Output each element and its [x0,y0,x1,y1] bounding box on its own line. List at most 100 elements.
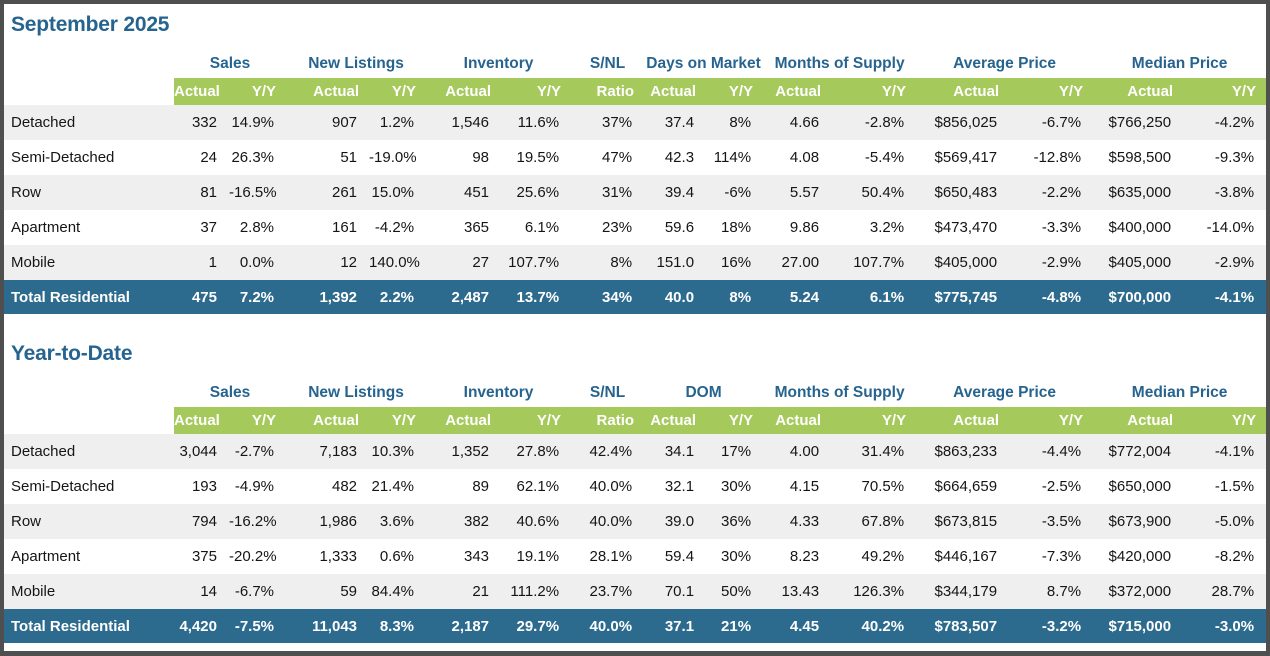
data-cell: 126.3% [853,583,905,600]
data-cell: $766,250 [1108,114,1172,131]
data-cell: 39.4 [664,184,695,201]
data-cell: 36% [721,513,752,530]
total-data-cell: 2,487 [451,288,490,306]
data-cell: 482 [331,478,358,495]
data-cell: 24 [200,149,217,166]
data-cell: 365 [464,219,490,236]
data-cell: 3.2% [869,219,905,236]
subheader-cell: Ratio [571,78,645,105]
monthly-stats-table: Sales New Listings Inventory S/NL Days on Ma… [4,49,1266,314]
data-cell: 89 [472,478,490,495]
subheader-cell: Ratio [571,407,645,434]
total-data-cell: 4.45 [789,617,820,635]
data-cell: 27 [472,254,490,271]
data-cell: -4.9% [234,478,275,495]
subheader-cell: Y/Y [1009,407,1094,434]
data-cell: $673,900 [1108,513,1172,530]
data-cell: 37% [602,114,633,131]
data-cell: 111.2% [510,583,560,600]
data-cell: -2.2% [1041,184,1082,201]
data-cell: 8.23 [789,548,820,565]
column-group-header: Median Price [1093,49,1266,78]
subheader-cell: Actual [426,78,502,105]
data-cell: 26.3% [231,149,275,166]
data-cell: -2.8% [864,114,905,131]
data-cell: $863,233 [934,443,998,460]
data-cell: -2.9% [1041,254,1082,271]
table-row: Mobile 14 -6.7% 59 84.4% 21 111.2% 23.7% 70.1 50%… [4,574,1266,609]
row-label: Apartment [11,219,81,236]
data-cell: $405,000 [934,254,998,271]
data-cell: 794 [191,513,217,530]
total-data-cell: 34% [602,288,633,306]
data-cell: 23% [602,219,633,236]
data-cell: 40.6% [516,513,560,530]
data-cell: 49.2% [861,548,905,565]
table-row: Apartment 375 -20.2% 1,333 0.6% 343 19.1% 28.1%… [4,539,1266,574]
data-cell: $598,500 [1108,149,1172,166]
data-cell: $772,004 [1108,443,1172,460]
data-cell: 1.2% [379,114,415,131]
data-cell: -16.2% [229,513,277,530]
data-cell: 4.66 [789,114,820,131]
subheader-cell: Actual [763,78,832,105]
data-cell: 30% [721,548,752,565]
subheader-cell: Y/Y [706,407,764,434]
column-group-header: New Listings [286,49,427,78]
data-cell: 107.7% [853,254,905,271]
subheader-cell: Actual [644,78,707,105]
total-data-cell: 40.2% [861,617,905,635]
row-label: Apartment [11,548,81,565]
subheader-cell: Y/Y [369,407,427,434]
total-data-cell: -4.8% [1041,288,1082,306]
data-cell: 0.0% [239,254,275,271]
monthly-section: September 2025 Sales New Listings Inventor… [4,12,1266,314]
subheader-cell: Actual [644,407,707,434]
data-cell: 16% [721,254,752,271]
column-group-header: Inventory [426,378,572,407]
data-cell: 7,183 [319,443,358,460]
data-cell: 4.08 [789,149,820,166]
data-cell: -3.5% [1041,513,1082,530]
subheader-cell: Actual [1093,78,1184,105]
data-cell: 27.8% [516,443,560,460]
subheader-cell: Actual [286,78,370,105]
row-label-column-spacer [4,49,174,78]
column-group-header: S/NL [571,49,645,78]
data-cell: -4.2% [374,219,415,236]
table-row: Semi-Detached 193 -4.9% 482 21.4% 89 62.1% 40.0… [4,469,1266,504]
total-data-cell: 1,392 [319,288,358,306]
table-row: Detached 332 14.9% 907 1.2% 1,546 11.6% 37% 37.4… [4,105,1266,140]
data-cell: -12.8% [1033,149,1082,166]
data-cell: 3.6% [379,513,415,530]
subheader-cell: Y/Y [1183,78,1266,105]
data-cell: 4.00 [789,443,820,460]
data-cell: 32.1 [664,478,695,495]
data-cell: $473,470 [934,219,998,236]
row-label: Row [11,513,42,530]
total-data-cell: 13.7% [516,288,560,306]
data-cell: $344,179 [934,583,998,600]
subheader-cell: Actual [916,78,1010,105]
subheader-cell: Y/Y [1009,78,1094,105]
total-data-cell: 11,043 [311,617,358,635]
data-cell: 193 [191,478,217,495]
data-cell: $664,659 [934,478,998,495]
data-cell: 37 [200,219,217,236]
subheader-cell: Actual [916,407,1010,434]
data-cell: 8% [729,114,752,131]
total-data-cell: 5.24 [789,288,820,306]
data-cell: 8% [610,254,633,271]
total-data-cell: -3.0% [1214,617,1255,635]
data-cell: $856,025 [934,114,998,131]
total-data-cell: 2.2% [379,288,415,306]
subheader-cell: Y/Y [706,78,764,105]
column-group-row: Sales New Listings Inventory S/NL Days on Ma… [4,49,1266,78]
data-cell: -2.5% [1041,478,1082,495]
total-data-cell: 21% [721,617,752,635]
total-data-cell: 8% [729,288,752,306]
subheader-cell: Y/Y [229,407,287,434]
data-cell: $650,483 [934,184,998,201]
data-cell: $372,000 [1108,583,1172,600]
table-row: Semi-Detached 24 26.3% 51 -19.0% 98 19.5% 47% 42… [4,140,1266,175]
